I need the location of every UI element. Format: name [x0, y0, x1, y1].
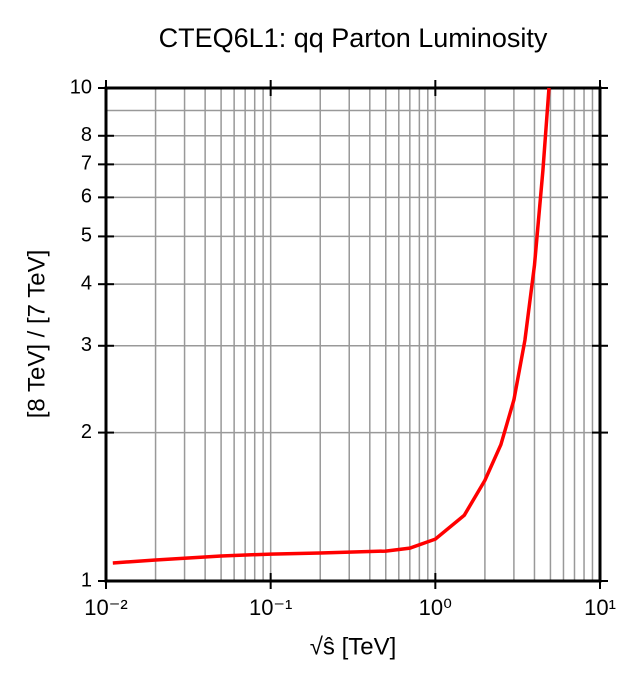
x-tick-label: 10⁰ [419, 595, 452, 620]
data-line [112, 87, 551, 565]
y-tick-label: 3 [81, 334, 92, 356]
y-tick-label: 5 [81, 225, 92, 247]
chart-title: CTEQ6L1: qq Parton Luminosity [159, 23, 548, 53]
y-tick-label: 10 [70, 76, 92, 98]
y-axis-label: [8 TeV] / [7 TeV] [23, 250, 50, 419]
x-axis-label: √ŝ [TeV] [310, 633, 397, 660]
x-tick-label: 10¹ [584, 595, 616, 620]
y-tick-label: 6 [81, 186, 92, 208]
x-tick-label: 10⁻¹ [249, 595, 292, 620]
y-tick-label: 8 [81, 124, 92, 146]
y-tick-label: 2 [81, 421, 92, 443]
y-tick-label: 7 [81, 153, 92, 175]
plot-frame [104, 86, 602, 583]
y-tick-label: 1 [81, 569, 92, 591]
y-tick-label: 4 [81, 272, 92, 294]
x-tick-label: 10⁻² [84, 595, 127, 620]
